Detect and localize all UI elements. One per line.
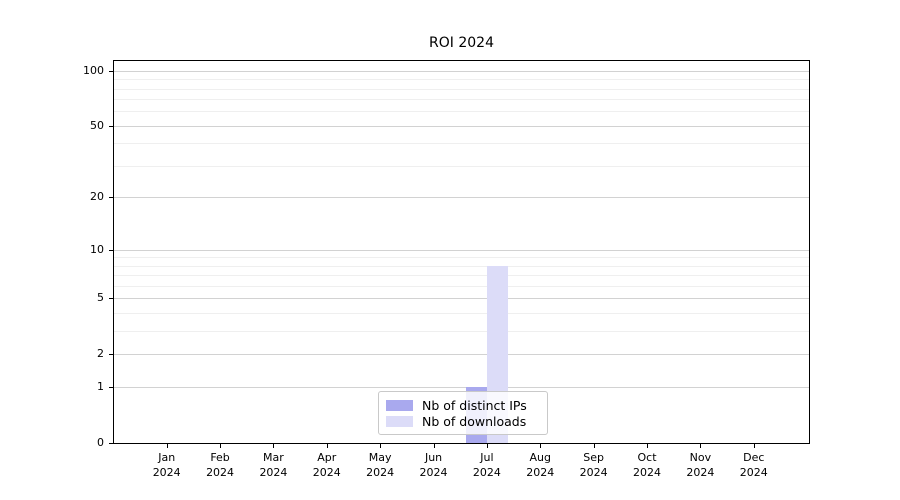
y-gridline-major	[114, 197, 809, 199]
x-tick-mark	[380, 444, 382, 448]
x-tick-year-label: 2024	[686, 466, 715, 479]
y-gridline-minor	[114, 275, 809, 277]
y-gridline-major	[114, 125, 809, 127]
y-gridline-minor	[114, 265, 809, 267]
x-tick-month-label: Jul	[480, 451, 494, 464]
x-tick-year-label: 2024	[366, 466, 395, 479]
x-tick-year-label: 2024	[206, 466, 235, 479]
legend: Nb of distinct IPs Nb of downloads	[378, 391, 548, 435]
y-tick-mark	[109, 70, 113, 72]
x-tick-month-label: Mar	[263, 451, 284, 464]
x-tick-month-label: May	[368, 451, 392, 464]
y-gridline-minor	[114, 99, 809, 101]
x-tick-mark	[433, 444, 435, 448]
x-tick-mark	[486, 444, 488, 448]
y-gridline-minor	[114, 166, 809, 168]
legend-swatch-distinct-ips-icon	[386, 399, 413, 411]
legend-label-distinct-ips: Nb of distinct IPs	[422, 397, 527, 413]
y-tick-label: 20	[90, 190, 104, 204]
x-tick-year-label: 2024	[312, 466, 341, 479]
y-tick-label: 50	[90, 118, 104, 132]
x-tick-month-label: Apr	[317, 451, 337, 464]
y-gridline-minor	[114, 143, 809, 145]
x-tick-mark	[220, 444, 222, 448]
y-tick-mark	[109, 197, 113, 199]
y-gridline-minor	[114, 286, 809, 288]
x-tick-year-label: 2024	[526, 466, 555, 479]
x-tick-month-label: Aug	[529, 451, 552, 464]
legend-item-distinct-ips: Nb of distinct IPs	[386, 397, 540, 413]
y-gridline-major	[114, 387, 809, 389]
y-gridline-minor	[114, 88, 809, 90]
y-tick-label: 2	[97, 347, 104, 361]
y-gridline-major	[114, 354, 809, 356]
x-tick-mark	[326, 444, 328, 448]
legend-item-downloads: Nb of downloads	[386, 413, 540, 429]
x-tick-mark	[753, 444, 755, 448]
x-tick-year-label: 2024	[419, 466, 448, 479]
y-tick-label: 1	[97, 380, 104, 394]
y-tick-mark	[109, 125, 113, 127]
y-gridline-major	[114, 70, 809, 72]
x-tick-mark	[700, 444, 702, 448]
x-tick-year-label: 2024	[259, 466, 288, 479]
x-tick-year-label: 2024	[579, 466, 608, 479]
legend-swatch-downloads-icon	[386, 415, 413, 427]
x-tick-year-label: 2024	[472, 466, 501, 479]
x-tick-month-label: Nov	[689, 451, 712, 464]
y-tick-mark	[109, 298, 113, 300]
x-tick-mark	[593, 444, 595, 448]
y-gridline-minor	[114, 257, 809, 259]
x-tick-mark	[540, 444, 542, 448]
x-tick-month-label: Oct	[637, 451, 657, 464]
x-tick-mark	[166, 444, 168, 448]
y-tick-mark	[109, 249, 113, 251]
x-tick-mark	[647, 444, 649, 448]
x-tick-month-label: Jan	[158, 451, 176, 464]
y-tick-label: 5	[97, 291, 104, 305]
x-tick-month-label: Sep	[583, 451, 605, 464]
y-tick-mark	[109, 443, 113, 444]
x-tick-month-label: Jun	[424, 451, 443, 464]
y-gridline-minor	[114, 79, 809, 81]
y-tick-label: 10	[90, 242, 104, 256]
x-tick-mark	[273, 444, 275, 448]
y-tick-label: 0	[97, 436, 104, 449]
y-gridline-major	[114, 298, 809, 300]
chart-title: ROI 2024	[429, 35, 494, 51]
y-gridline-minor	[114, 331, 809, 333]
y-gridline-major	[114, 249, 809, 251]
x-tick-month-label: Dec	[743, 451, 765, 464]
plot-area	[113, 60, 810, 444]
y-tick-label: 100	[83, 63, 104, 77]
x-tick-year-label: 2024	[739, 466, 768, 479]
x-tick-month-label: Feb	[210, 451, 230, 464]
y-gridline-minor	[114, 111, 809, 113]
x-tick-year-label: 2024	[633, 466, 662, 479]
legend-label-downloads: Nb of downloads	[422, 413, 527, 429]
y-gridline-minor	[114, 313, 809, 315]
x-tick-year-label: 2024	[152, 466, 181, 479]
y-tick-mark	[109, 387, 113, 389]
y-tick-mark	[109, 354, 113, 356]
